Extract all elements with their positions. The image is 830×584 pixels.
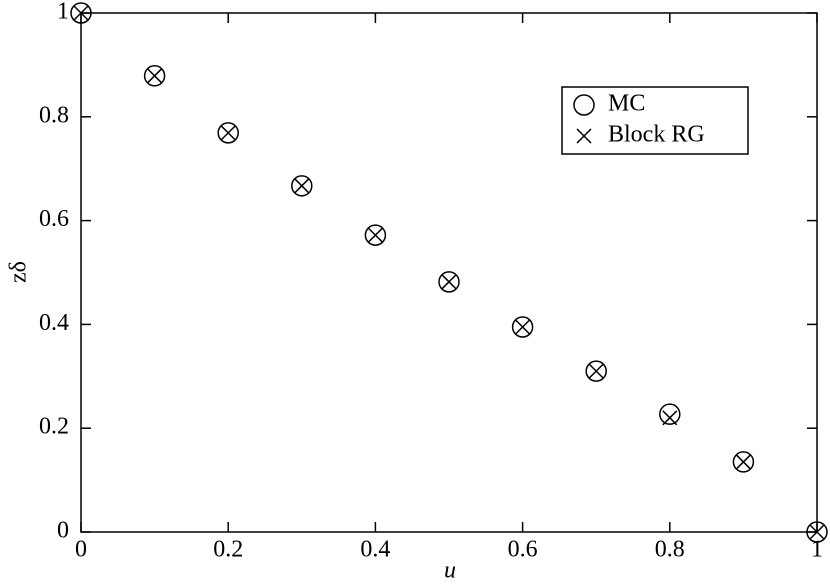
marker-cross bbox=[294, 178, 310, 194]
legend-marker bbox=[573, 94, 595, 116]
x-tick-label: 0.4 bbox=[360, 537, 390, 563]
marker-circle bbox=[70, 2, 92, 24]
marker-cross bbox=[73, 5, 89, 21]
y-tick-label: 0.6 bbox=[39, 206, 69, 232]
marker-circle bbox=[806, 521, 828, 543]
marker-cross bbox=[809, 524, 825, 540]
y-tick-label: 0.8 bbox=[39, 102, 69, 128]
y-tick-label: 1 bbox=[57, 0, 69, 25]
legend-marker bbox=[576, 128, 592, 144]
plot-frame bbox=[80, 12, 818, 533]
y-tick-label: 0.2 bbox=[39, 414, 69, 440]
marker-cross bbox=[220, 125, 236, 141]
marker-circle bbox=[364, 224, 387, 246]
marker-cross bbox=[147, 68, 163, 84]
x-tick-label: 0.6 bbox=[508, 537, 538, 563]
y-axis-label: zδ bbox=[6, 261, 32, 283]
y-tick-label: 0 bbox=[57, 518, 69, 544]
marker-circle bbox=[438, 271, 460, 293]
marker-cross bbox=[441, 274, 457, 290]
marker-circle bbox=[291, 175, 313, 197]
y-tick-label: 0.4 bbox=[39, 310, 69, 336]
legend-box bbox=[561, 86, 749, 155]
x-tick-label: 0 bbox=[75, 537, 87, 563]
marker-circle bbox=[511, 316, 534, 338]
x-tick-label: 0.2 bbox=[213, 537, 243, 563]
x-tick-label: 0.8 bbox=[655, 537, 685, 563]
legend-label: Block RG bbox=[608, 122, 705, 148]
legend-label: MC bbox=[608, 91, 645, 117]
marker-cross bbox=[588, 363, 604, 379]
marker-circle bbox=[217, 122, 239, 144]
marker-cross bbox=[662, 410, 678, 426]
marker-circle bbox=[585, 360, 607, 382]
marker-circle bbox=[659, 403, 681, 425]
marker-cross bbox=[735, 454, 751, 470]
marker-cross bbox=[367, 227, 383, 243]
marker-cross bbox=[515, 319, 531, 335]
marker-circle bbox=[143, 65, 166, 87]
x-tick-label: 1 bbox=[811, 537, 823, 563]
x-axis-label: u bbox=[444, 558, 456, 584]
marker-circle bbox=[732, 451, 755, 473]
